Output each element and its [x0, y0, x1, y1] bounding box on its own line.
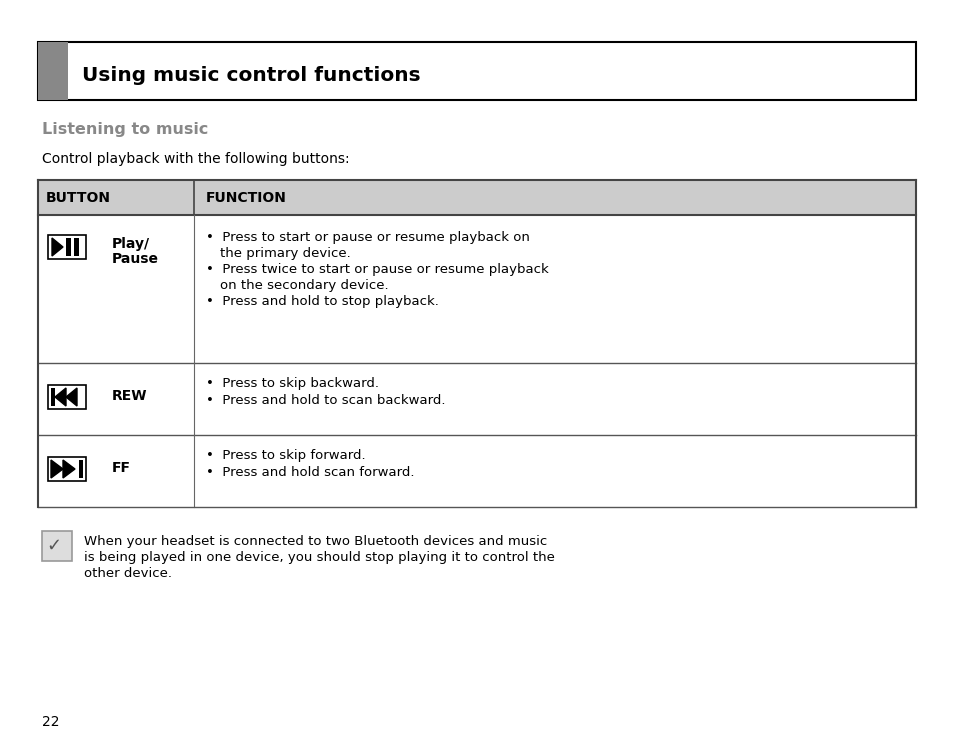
Text: Play/: Play/: [112, 237, 150, 251]
Text: •  Press to skip forward.: • Press to skip forward.: [206, 449, 365, 462]
Polygon shape: [66, 388, 77, 406]
Text: FF: FF: [112, 461, 131, 475]
Bar: [48, 385, 86, 409]
Text: Control playback with the following buttons:: Control playback with the following butt…: [42, 152, 349, 166]
Bar: [42, 531, 71, 561]
Text: ✓: ✓: [46, 537, 61, 555]
Polygon shape: [63, 460, 75, 478]
Text: Listening to music: Listening to music: [42, 122, 208, 137]
Bar: [38, 435, 915, 507]
Text: When your headset is connected to two Bluetooth devices and music: When your headset is connected to two Bl…: [84, 535, 547, 548]
Bar: [38, 42, 68, 100]
Text: •  Press and hold to stop playback.: • Press and hold to stop playback.: [206, 295, 438, 308]
Text: is being played in one device, you should stop playing it to control the: is being played in one device, you shoul…: [84, 551, 555, 564]
Text: REW: REW: [112, 389, 148, 403]
Bar: [38, 363, 915, 435]
Text: FUNCTION: FUNCTION: [206, 191, 287, 205]
Bar: [79, 460, 83, 478]
Bar: [51, 388, 55, 406]
Bar: [66, 238, 71, 256]
Text: the primary device.: the primary device.: [220, 247, 351, 260]
Polygon shape: [52, 238, 63, 256]
Bar: [38, 180, 915, 215]
Text: on the secondary device.: on the secondary device.: [220, 279, 388, 292]
Text: Using music control functions: Using music control functions: [82, 65, 420, 85]
Text: •  Press and hold to scan backward.: • Press and hold to scan backward.: [206, 394, 445, 407]
Text: •  Press twice to start or pause or resume playback: • Press twice to start or pause or resum…: [206, 263, 548, 276]
Polygon shape: [55, 388, 66, 406]
Text: •  Press and hold scan forward.: • Press and hold scan forward.: [206, 466, 414, 479]
Bar: [74, 238, 79, 256]
Bar: [38, 215, 915, 363]
Text: 22: 22: [42, 715, 59, 729]
Bar: [38, 42, 915, 100]
Text: •  Press to skip backward.: • Press to skip backward.: [206, 377, 378, 390]
Polygon shape: [51, 460, 63, 478]
Bar: [48, 457, 86, 481]
Text: Pause: Pause: [112, 252, 159, 266]
Bar: [48, 235, 86, 259]
Text: •  Press to start or pause or resume playback on: • Press to start or pause or resume play…: [206, 231, 529, 244]
Text: other device.: other device.: [84, 567, 172, 580]
Text: BUTTON: BUTTON: [46, 191, 111, 205]
